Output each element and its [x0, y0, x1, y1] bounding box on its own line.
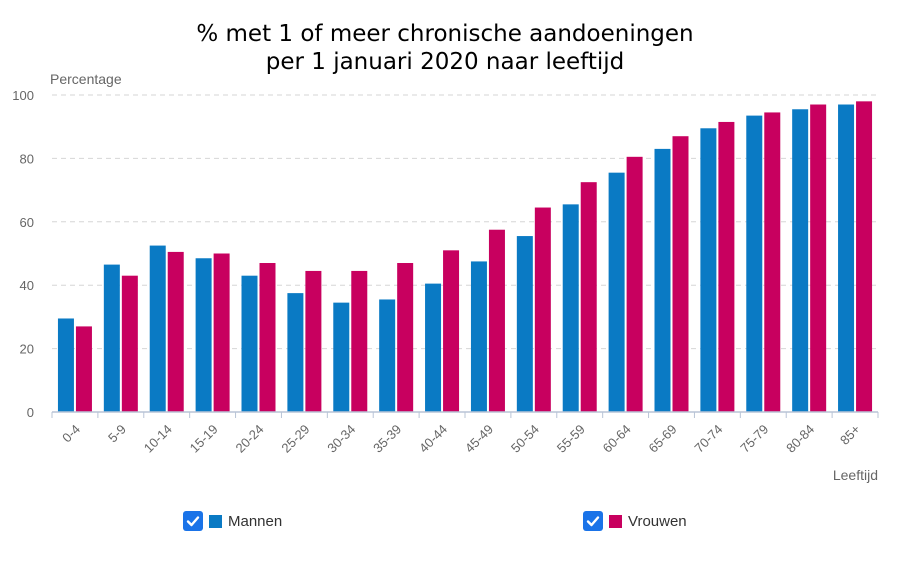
bar-mannen-70-74[interactable] [700, 128, 717, 412]
bar-vrouwen-55-59[interactable] [580, 182, 597, 412]
x-tick-label: 75-79 [737, 422, 771, 456]
bar-vrouwen-65-69[interactable] [672, 136, 689, 412]
bar-vrouwen-15-19[interactable] [213, 253, 230, 413]
legend-swatch-vrouwen [609, 514, 622, 528]
y-tick-label: 100 [12, 88, 34, 103]
x-tick-label: 10-14 [141, 422, 175, 456]
x-tick-label: 85+ [837, 422, 863, 448]
x-tick-label: 35-39 [370, 422, 404, 456]
bar-vrouwen-50-54[interactable] [534, 207, 551, 412]
bar-vrouwen-5-9[interactable] [121, 275, 138, 412]
x-tick-label: 60-64 [600, 422, 634, 456]
legend-label-mannen: Mannen [228, 512, 283, 530]
bar-vrouwen-25-29[interactable] [305, 270, 322, 412]
bar-mannen-60-64[interactable] [608, 172, 625, 412]
y-tick-label: 40 [20, 278, 34, 293]
chart-title-line2: per 1 januari 2020 naar leeftijd [265, 49, 625, 75]
bar-vrouwen-10-14[interactable] [167, 251, 184, 412]
x-tick-label: 20-24 [233, 422, 267, 456]
bars [57, 101, 873, 413]
bar-vrouwen-70-74[interactable] [718, 121, 735, 412]
x-tick-label: 80-84 [783, 422, 817, 456]
x-tick-label: 45-49 [462, 422, 496, 456]
bar-mannen-75-79[interactable] [746, 115, 763, 412]
legend-label-vrouwen: Vrouwen [628, 512, 687, 530]
bar-mannen-55-59[interactable] [562, 204, 579, 412]
bar-vrouwen-45-49[interactable] [488, 229, 505, 412]
x-tick-label: 15-19 [187, 422, 221, 456]
bar-mannen-40-44[interactable] [425, 283, 442, 412]
legend-swatch-mannen [209, 514, 222, 528]
bar-vrouwen-75-79[interactable] [764, 112, 781, 412]
bar-mannen-0-4[interactable] [57, 318, 74, 412]
y-tick-label: 60 [20, 215, 34, 230]
checkmark-icon [586, 516, 600, 527]
x-tick-label: 40-44 [416, 422, 450, 456]
x-tick-label: 65-69 [646, 422, 680, 456]
bar-vrouwen-35-39[interactable] [397, 263, 414, 412]
checkbox-mannen[interactable] [183, 511, 203, 531]
bar-mannen-5-9[interactable] [103, 264, 120, 412]
bar-mannen-85+[interactable] [838, 104, 855, 412]
x-axis-label: Leeftijd [833, 467, 878, 483]
bar-vrouwen-20-24[interactable] [259, 263, 276, 412]
y-tick-label: 0 [27, 405, 34, 420]
bar-vrouwen-30-34[interactable] [351, 270, 368, 412]
checkmark-icon [186, 516, 200, 527]
y-axis-label: Percentage [50, 71, 122, 87]
bar-vrouwen-40-44[interactable] [443, 250, 460, 412]
bar-mannen-65-69[interactable] [654, 148, 671, 412]
legend-item-mannen[interactable]: Mannen [183, 511, 282, 531]
checkbox-vrouwen[interactable] [583, 511, 603, 531]
bar-mannen-10-14[interactable] [149, 245, 166, 412]
x-tick-label: 5-9 [105, 422, 129, 446]
grid-lines [52, 94, 878, 350]
legend-item-vrouwen[interactable]: Vrouwen [583, 511, 687, 531]
x-tick-label: 30-34 [324, 422, 358, 456]
bar-mannen-80-84[interactable] [792, 109, 809, 412]
y-tick-label: 20 [20, 342, 34, 357]
x-tick-label: 50-54 [508, 422, 542, 456]
bar-mannen-15-19[interactable] [195, 258, 212, 412]
chart-title-line1: % met 1 of meer chronische aandoeningen [196, 21, 694, 47]
x-tick-label: 55-59 [554, 422, 588, 456]
bar-mannen-20-24[interactable] [241, 275, 258, 412]
x-tick-label: 25-29 [278, 422, 312, 456]
y-tick-label: 80 [20, 151, 34, 166]
bar-vrouwen-80-84[interactable] [810, 104, 827, 412]
bar-mannen-35-39[interactable] [379, 299, 396, 412]
x-tick-label: 70-74 [691, 422, 725, 456]
bar-vrouwen-0-4[interactable] [75, 326, 92, 412]
bar-vrouwen-85+[interactable] [856, 101, 873, 412]
chart-title: % met 1 of meer chronische aandoeningen … [0, 20, 890, 76]
bar-vrouwen-60-64[interactable] [626, 156, 643, 412]
bar-mannen-25-29[interactable] [287, 293, 304, 412]
bar-mannen-50-54[interactable] [516, 236, 533, 412]
bar-mannen-45-49[interactable] [470, 261, 487, 412]
bar-mannen-30-34[interactable] [333, 302, 350, 412]
x-tick-label: 0-4 [59, 422, 83, 446]
